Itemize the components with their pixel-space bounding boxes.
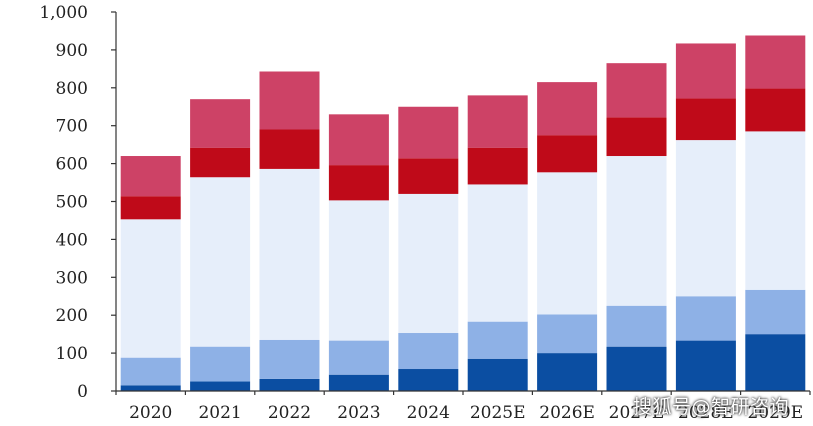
bar-2026e-segment-4 [537,135,598,173]
y-tick-label-900: 900 [56,41,88,61]
bar-2020-segment-1 [120,385,181,391]
bar-2028e-segment-4 [675,98,736,141]
y-tick-label-700: 700 [56,117,88,137]
bar-2024-segment-3 [398,193,459,334]
bar-2028e-segment-3 [675,140,736,297]
x-tick-label-2027e: 2027E [609,403,665,423]
bar-2021-segment-4 [190,147,251,178]
bar-2026e-segment-2 [537,314,598,354]
bar-2027e-segment-4 [606,117,667,157]
x-tick-label-2028e: 2028E [678,403,734,423]
bar-2021-segment-2 [190,346,251,382]
bar-2021-segment-1 [190,381,251,391]
bar-2023-segment-3 [328,200,389,341]
bar-2029e-segment-1 [745,334,806,391]
y-tick-label-200: 200 [56,306,88,326]
bar-2020-segment-2 [120,357,181,386]
bar-2022-segment-5 [259,71,320,130]
bar-2022-segment-4 [259,129,320,169]
x-tick-label-2025e: 2025E [470,403,526,423]
y-tick-label-600: 600 [56,155,88,175]
bar-2021-segment-3 [190,177,251,347]
x-tick-label-2026e: 2026E [539,403,595,423]
bar-2024-segment-1 [398,369,459,391]
y-tick-label-100: 100 [56,344,88,364]
bar-2020-segment-4 [120,196,181,220]
bar-2026e-segment-1 [537,353,598,391]
bar-2021-segment-5 [190,99,251,148]
bar-2022-segment-3 [259,168,320,340]
bar-2026e-segment-5 [537,82,598,136]
bar-2025e-segment-2 [467,321,528,359]
bar-2024-segment-4 [398,158,459,194]
bar-2026e-segment-3 [537,172,598,315]
watermark-text: 搜狐号@智研咨询 [633,396,790,418]
bar-2028e-segment-5 [675,43,736,99]
bar-2027e-segment-5 [606,63,667,118]
bar-2023-segment-4 [328,165,389,201]
bar-2028e-segment-2 [675,296,736,341]
y-tick-label-1000: 1,000 [39,3,88,23]
bar-2029e-segment-4 [745,88,806,132]
y-tick-label-0: 0 [77,382,88,402]
y-tick-label-500: 500 [56,193,88,213]
bar-2024-segment-2 [398,333,459,370]
bar-2023-segment-2 [328,340,389,375]
bar-2024-segment-5 [398,106,459,159]
x-tick-label-2023: 2023 [337,403,380,423]
bar-2025e-segment-1 [467,358,528,391]
x-tick-label-2021: 2021 [198,403,241,423]
bar-2020-segment-3 [120,219,181,358]
bars-layer [120,35,806,391]
bar-2027e-segment-2 [606,305,667,347]
bar-2023-segment-5 [328,114,389,166]
bar-2025e-segment-3 [467,184,528,322]
bar-2025e-segment-4 [467,147,528,185]
y-tick-label-800: 800 [56,79,88,99]
labels-layer: 0 100 200 300 400 500 600 700 800 900 1,000 2020 202… [39,3,803,423]
bar-2027e-segment-1 [606,346,667,391]
bar-2028e-segment-1 [675,340,736,391]
x-tick-label-2020: 2020 [129,403,172,423]
x-tick-label-2024: 2024 [407,403,450,423]
x-tick-label-2022: 2022 [268,403,311,423]
bar-2029e-segment-3 [745,131,806,290]
bar-2029e-segment-5 [745,35,806,89]
y-tick-label-300: 300 [56,268,88,288]
x-tick-label-2029e: 2029E [747,403,803,423]
y-tick-label-400: 400 [56,230,88,250]
bar-2022-segment-1 [259,378,320,391]
bar-2025e-segment-5 [467,95,528,148]
bar-2023-segment-1 [328,374,389,391]
axes-layer [111,11,811,395]
bar-2027e-segment-3 [606,156,667,306]
bar-2022-segment-2 [259,339,320,379]
bar-2020-segment-5 [120,156,181,197]
bar-2029e-segment-2 [745,289,806,335]
